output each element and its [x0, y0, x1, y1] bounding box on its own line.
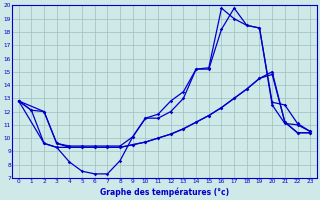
X-axis label: Graphe des températures (°c): Graphe des températures (°c)	[100, 187, 229, 197]
